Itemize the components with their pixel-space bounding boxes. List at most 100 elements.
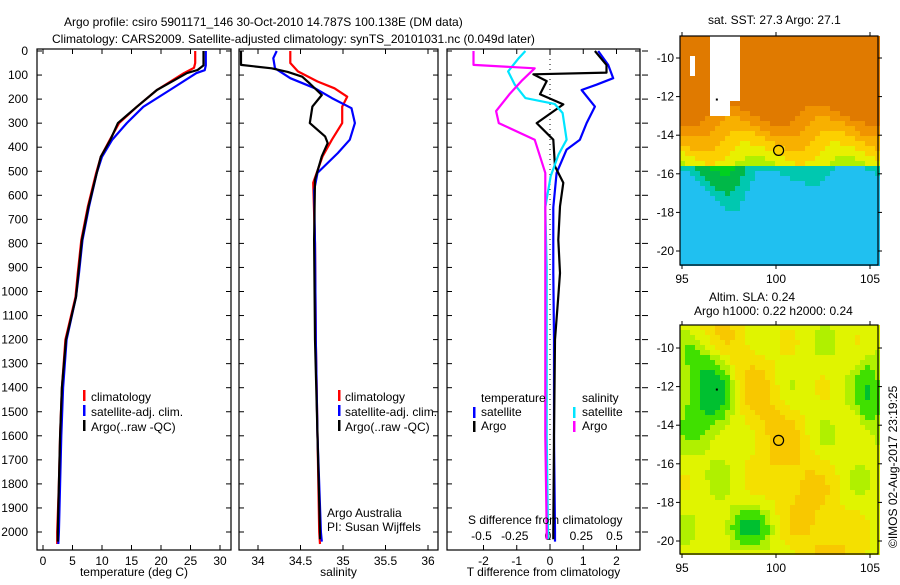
map-cell <box>790 196 795 201</box>
map-cell <box>825 86 830 91</box>
map-cell <box>855 415 860 420</box>
map-cell <box>845 66 850 71</box>
map-cell <box>855 196 860 201</box>
map-cell <box>815 231 820 236</box>
map-cell <box>825 221 830 226</box>
map-cell <box>860 475 865 480</box>
map-cell <box>810 415 815 420</box>
map-cell <box>855 420 860 425</box>
map-cell <box>740 430 745 435</box>
map-cell <box>780 490 785 495</box>
map-cell <box>815 380 820 385</box>
map-cell <box>690 380 695 385</box>
map-cell <box>790 66 795 71</box>
map-cell <box>725 241 730 246</box>
map-cell <box>765 425 770 430</box>
map-cell <box>860 191 865 196</box>
map-cell <box>850 440 855 445</box>
map-cell <box>775 76 780 81</box>
map-cell <box>775 111 780 116</box>
map-cell <box>775 330 780 335</box>
map-cell <box>690 485 695 490</box>
map-cell <box>825 71 830 76</box>
map-cell <box>740 241 745 246</box>
map-cell <box>870 76 875 81</box>
map-cell <box>685 56 690 61</box>
map-cell <box>870 161 875 166</box>
map-cell <box>750 36 755 41</box>
map-cell <box>755 256 760 261</box>
map-cell <box>860 126 865 131</box>
map-cell <box>820 480 825 485</box>
map-cell <box>705 116 710 121</box>
map-cell <box>820 121 825 126</box>
map-cell <box>790 256 795 261</box>
map-cell <box>795 251 800 256</box>
map-cell <box>735 91 740 96</box>
map-cell <box>830 370 835 375</box>
map-cell <box>850 251 855 256</box>
map-cell <box>725 111 730 116</box>
map-cell <box>680 460 685 465</box>
map-cell <box>835 490 840 495</box>
map-cell <box>835 370 840 375</box>
map-cell <box>720 101 725 106</box>
map-cell <box>815 61 820 66</box>
map-cell <box>785 475 790 480</box>
map-cell <box>860 360 865 365</box>
map-cell <box>725 445 730 450</box>
map-cell <box>710 131 715 136</box>
map-cell <box>750 86 755 91</box>
map-cell <box>835 176 840 181</box>
map-cell <box>820 111 825 116</box>
map-cell <box>680 415 685 420</box>
map-cell <box>780 76 785 81</box>
map-cell <box>690 355 695 360</box>
map-cell <box>730 530 735 535</box>
map-cell <box>720 415 725 420</box>
map-cell <box>780 196 785 201</box>
map-cell <box>725 46 730 51</box>
map-cell <box>745 550 750 555</box>
map-cell <box>735 116 740 121</box>
map-cell <box>825 485 830 490</box>
map-cell <box>720 221 725 226</box>
map-cell <box>810 176 815 181</box>
map-cell <box>735 535 740 540</box>
map-cell <box>865 106 870 111</box>
map-cell <box>705 61 710 66</box>
map-cell <box>715 525 720 530</box>
map-cell <box>745 530 750 535</box>
map-cell <box>725 181 730 186</box>
map-cell <box>815 176 820 181</box>
map-cell <box>800 196 805 201</box>
map-cell <box>740 121 745 126</box>
map-cell <box>690 101 695 106</box>
map-cell <box>870 430 875 435</box>
map-cell <box>770 211 775 216</box>
map-cell <box>825 126 830 131</box>
map-cell <box>835 236 840 241</box>
map-cell <box>850 141 855 146</box>
map-cell <box>815 430 820 435</box>
map-cell <box>805 161 810 166</box>
map-cell <box>785 226 790 231</box>
map-cell <box>740 66 745 71</box>
map-cell <box>865 126 870 131</box>
map-cell <box>780 345 785 350</box>
map-cell <box>795 256 800 261</box>
map-cell <box>820 460 825 465</box>
map-cell <box>800 460 805 465</box>
map-cell <box>740 495 745 500</box>
map-cell <box>770 111 775 116</box>
map-cell <box>865 181 870 186</box>
map-cell <box>800 36 805 41</box>
map-cell <box>720 256 725 261</box>
map-cell <box>735 355 740 360</box>
map-cell <box>740 340 745 345</box>
map-cell <box>695 360 700 365</box>
map-cell <box>765 101 770 106</box>
map-cell <box>785 530 790 535</box>
map-cell <box>740 86 745 91</box>
map-cell <box>790 375 795 380</box>
